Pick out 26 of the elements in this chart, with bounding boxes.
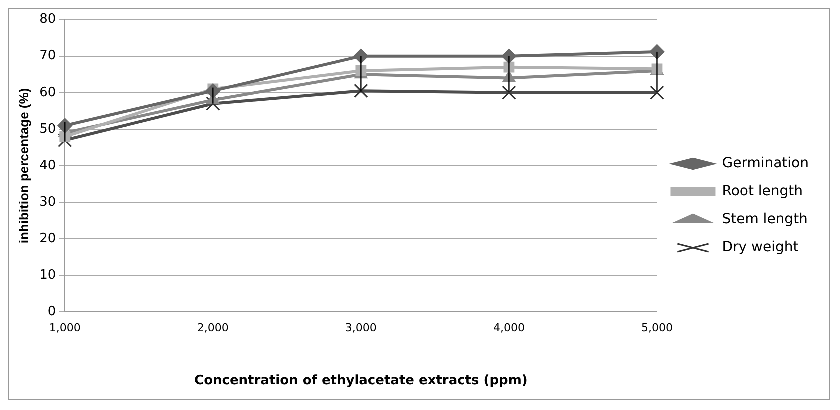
- y-tick-label: 60: [40, 85, 56, 100]
- legend-label: Stem length: [722, 212, 808, 228]
- point: [354, 48, 369, 64]
- y-tick-label: 40: [40, 158, 56, 174]
- x-tick-label: 1,000: [49, 322, 81, 335]
- legend-label: Germination: [722, 156, 810, 172]
- y-tick-label: 50: [40, 122, 56, 137]
- x-axis-title: Concentration of ethylacetate extracts (ppm): [194, 374, 528, 389]
- point: [502, 86, 516, 100]
- x-tick-label: 4,000: [493, 322, 525, 335]
- legend-label: Dry weight: [722, 240, 800, 256]
- x-tick-label: 3,000: [345, 322, 377, 335]
- y-axis-title: inhibition percentage (%): [16, 88, 32, 244]
- y-tick-label: 10: [40, 268, 56, 284]
- point: [650, 86, 664, 100]
- y-tick-label: 20: [40, 231, 56, 246]
- y-tick-label: 70: [40, 48, 56, 64]
- x-tick-label: 5,000: [641, 322, 673, 335]
- point: [354, 84, 368, 98]
- legend-label: Root length: [722, 184, 804, 200]
- point: [206, 96, 220, 111]
- x-tick-label: 2,000: [197, 322, 229, 335]
- y-tick-label: 30: [40, 194, 56, 210]
- y-tick-label: 0: [48, 304, 56, 320]
- y-tick-label: 80: [40, 12, 56, 28]
- point: [650, 44, 665, 60]
